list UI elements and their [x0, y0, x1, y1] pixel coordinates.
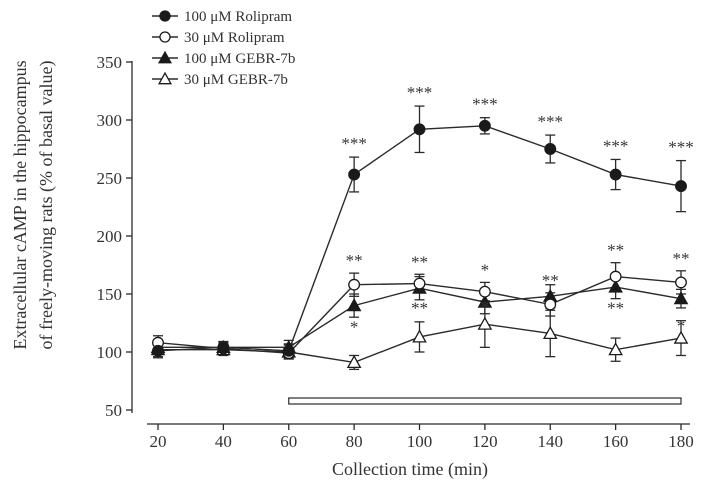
- significance-label: **: [673, 249, 690, 268]
- legend-label: 100 μM GEBR-7b: [184, 51, 295, 67]
- y-ticks: 50 100 150 200 250 300 350: [97, 53, 132, 420]
- legend-marker: [158, 50, 172, 64]
- y-axis-title-line-2: of freely-moving rats (% of basal value): [36, 61, 57, 350]
- data-point: [282, 344, 295, 357]
- legend-marker: [159, 31, 171, 43]
- x-tick-label: 60: [280, 432, 297, 451]
- data-point: [348, 278, 361, 291]
- legend: 100 μM Rolipram 30 μM Rolipram 100 μM GEBR…: [152, 9, 295, 88]
- data-point: [675, 180, 687, 193]
- y-tick-label: 100: [97, 343, 123, 362]
- significance-label: *: [481, 260, 490, 279]
- x-tick-label: 120: [472, 432, 498, 451]
- x-tick-label: 180: [668, 432, 694, 451]
- significance-label: **: [411, 252, 428, 271]
- legend-marker: [158, 71, 172, 85]
- x-ticks: 20 40 60 80 100 120 140 160 180: [150, 424, 694, 451]
- data-point: [542, 325, 558, 340]
- legend-marker: [159, 10, 171, 22]
- x-tick-label: 100: [407, 432, 433, 451]
- legend-label: 30 μM Rolipram: [184, 30, 285, 46]
- significance-label: ***: [341, 134, 367, 153]
- data-point: [675, 276, 687, 289]
- series-markers-0: [152, 119, 687, 357]
- legend-item: 100 μM Rolipram: [152, 9, 292, 25]
- significance-label: *: [350, 317, 359, 336]
- y-tick-label: 200: [97, 227, 123, 246]
- data-point: [608, 279, 623, 293]
- y-tick-label: 300: [97, 111, 123, 130]
- significance-labels: *************** ***** ** ***** ***** * ***: [341, 83, 693, 336]
- significance-label: *: [677, 317, 686, 336]
- significance-label: **: [607, 241, 624, 260]
- data-point: [673, 291, 689, 305]
- x-tick-label: 140: [538, 432, 564, 451]
- data-point: [217, 341, 230, 354]
- data-point: [413, 277, 426, 290]
- data-point: [478, 285, 491, 298]
- data-point: [477, 316, 493, 330]
- significance-label: ***: [472, 95, 498, 114]
- significance-label: **: [607, 299, 624, 318]
- data-point: [152, 344, 164, 357]
- data-point: [478, 119, 491, 132]
- significance-label: ***: [668, 138, 694, 157]
- legend-item: 100 μM GEBR-7b: [152, 50, 295, 67]
- data-point: [346, 354, 362, 369]
- treatment-bar: [288, 397, 682, 405]
- significance-label: **: [411, 299, 428, 318]
- plot-area: *************** ***** ** ***** ***** * ***: [150, 83, 694, 371]
- y-tick-label: 350: [97, 53, 123, 72]
- significance-label: **: [542, 271, 559, 290]
- legend-item: 30 μM Rolipram: [152, 30, 285, 46]
- significance-label: ***: [538, 112, 564, 131]
- data-point: [673, 330, 689, 344]
- y-axis-title-line-1: Extracellular cAMP in the hippocampus: [10, 60, 30, 349]
- x-tick-label: 80: [346, 432, 363, 451]
- x-axis-title: Collection time (min): [332, 459, 488, 480]
- significance-label: **: [346, 251, 363, 270]
- data-point: [608, 342, 623, 356]
- data-point: [413, 123, 426, 136]
- y-tick-label: 250: [97, 169, 123, 188]
- y-tick-label: 50: [105, 401, 122, 420]
- data-point: [346, 298, 362, 312]
- data-point: [544, 298, 557, 311]
- significance-label: ***: [603, 136, 629, 155]
- x-tick-label: 160: [603, 432, 629, 451]
- legend-label: 30 μM GEBR-7b: [184, 72, 288, 88]
- data-point: [609, 270, 622, 283]
- x-tick-label: 40: [215, 432, 232, 451]
- y-tick-label: 150: [97, 285, 123, 304]
- legend-label: 100 μM Rolipram: [184, 9, 292, 25]
- data-point: [412, 329, 427, 343]
- legend-item: 30 μM GEBR-7b: [152, 71, 288, 88]
- significance-label: ***: [407, 83, 433, 102]
- data-point: [609, 168, 622, 181]
- data-point: [477, 294, 493, 308]
- data-point: [348, 168, 361, 181]
- x-tick-label: 20: [150, 432, 167, 451]
- data-point: [544, 143, 557, 155]
- significance-label: *: [481, 298, 490, 317]
